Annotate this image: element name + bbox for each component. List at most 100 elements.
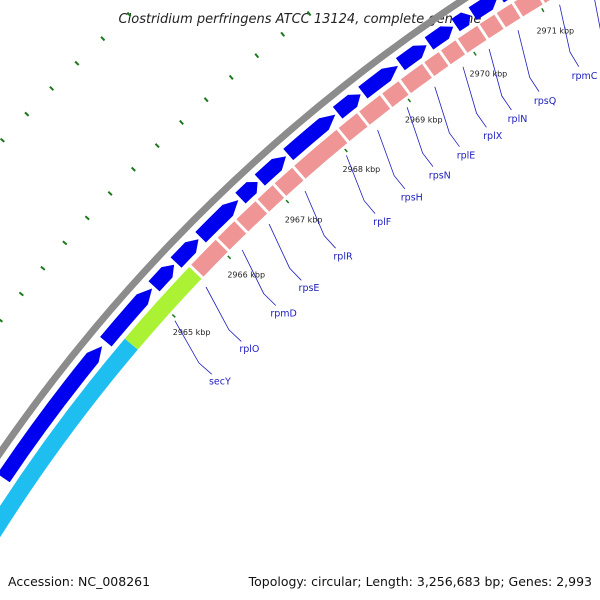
kbp-tick [285, 199, 290, 204]
gene-segment [514, 0, 543, 17]
gc-tick-mark [0, 318, 4, 323]
cds-arrow [283, 114, 336, 161]
gc-tick-mark [254, 53, 260, 59]
cds-arrow [195, 200, 239, 243]
gene-leader-line [559, 4, 580, 67]
forward-cds-track [0, 0, 508, 483]
gc-skew-track [0, 267, 202, 538]
kbp-label: 2968 kbp [343, 165, 381, 174]
gene-labels: secY rplO rpmD rpsE rplR rplF rpsH rpsN rplE rplX… [174, 0, 600, 387]
gc-tick-mark [74, 60, 80, 66]
gc-tick-mark [0, 137, 5, 143]
gc-tick-mark [130, 166, 136, 172]
gc-skew-positive-segment [124, 267, 202, 350]
cds-arrow [451, 12, 471, 32]
gene-label: rplN [508, 114, 528, 125]
cds-arrow [332, 94, 361, 119]
gc-tick-mark [49, 85, 55, 91]
gene-label: rpsQ [534, 96, 556, 107]
cds-arrow [235, 182, 258, 204]
cds-arrow [100, 288, 153, 347]
gc-tick-mark [40, 265, 46, 271]
gc-tick-mark [154, 143, 160, 149]
gc-tick-mark [203, 97, 209, 103]
gc-tick-mark [107, 190, 113, 196]
gene-segment [479, 14, 504, 39]
gc-skew-negative-segment [0, 338, 138, 538]
gene-leader-line [346, 155, 376, 214]
kbp-label: 2970 kbp [470, 70, 508, 79]
kbp-label: 2969 kbp [405, 116, 443, 125]
gene-segment [457, 25, 487, 53]
gene-segment [543, 0, 550, 3]
kbp-labels: 2965 kbp 2966 kbp 2967 kbp 2968 kbp 2969 kbp… [173, 27, 574, 337]
cds-arrow [358, 65, 398, 99]
gene-segment [496, 3, 521, 28]
gc-tick-mark [126, 11, 132, 17]
gene-track [191, 0, 550, 277]
gene-leader-line [205, 286, 242, 342]
genome-backbone [0, 0, 470, 460]
gc-tick-mark [18, 291, 24, 297]
gene-leader-line [488, 48, 512, 111]
cds-arrow [468, 0, 497, 20]
gene-leader-line [241, 249, 277, 306]
gene-segment [274, 167, 304, 196]
accession-text: Accession: NC_008261 [8, 574, 150, 589]
gene-leader-line [434, 86, 460, 147]
gene-leader-line [594, 0, 600, 30]
kbp-tick [407, 98, 412, 103]
kbp-label: 2971 kbp [536, 27, 574, 36]
gene-label: rpsH [401, 193, 423, 204]
gene-leader-line [268, 223, 302, 281]
gene-leader-line [377, 129, 406, 190]
gene-segment [257, 185, 284, 212]
cds-arrow [170, 239, 199, 268]
genome-summary-text: Topology: circular; Length: 3,256,683 bp… [248, 574, 592, 589]
kbp-tick [473, 51, 477, 56]
cds-arrow [395, 45, 427, 71]
gene-segment [400, 63, 432, 94]
gene-label: rpsN [429, 170, 451, 181]
gene-leader-line [406, 107, 434, 167]
gene-label: rplX [483, 131, 503, 142]
kbp-tick [227, 255, 232, 260]
gc-tick-mark [100, 36, 106, 42]
gene-leader-line [304, 190, 336, 249]
gene-segment [382, 81, 409, 107]
kbp-tick [541, 8, 545, 13]
gene-leader-line [517, 30, 540, 92]
gc-content-ticks [0, 10, 312, 323]
gene-segment [424, 52, 449, 76]
backbone-ring [0, 0, 470, 460]
gene-label: rplE [457, 151, 476, 162]
gene-leader-line [174, 320, 212, 375]
gene-label: rplF [373, 217, 391, 228]
gene-segment [338, 113, 368, 142]
gene-label: rpmD [270, 308, 297, 319]
kbp-tick [171, 314, 176, 318]
cds-arrow [254, 156, 286, 186]
kbp-label: 2965 kbp [173, 328, 211, 337]
gc-tick-mark [62, 240, 68, 246]
cds-arrow [148, 264, 175, 292]
gene-leader-line [462, 66, 487, 128]
gc-tick-mark [179, 119, 184, 125]
gc-tick-mark [24, 111, 30, 117]
gene-label: rpsE [299, 283, 320, 294]
gene-label: secY [209, 376, 231, 387]
gene-label: rpmC [572, 71, 598, 82]
gc-tick-mark [280, 31, 286, 37]
gene-segment [236, 201, 268, 232]
kbp-tick [344, 148, 348, 153]
cds-arrow [424, 26, 454, 50]
gc-tick-mark [306, 10, 312, 17]
gc-tick-mark [84, 215, 90, 221]
gene-label: rplR [333, 251, 353, 262]
gene-segment [441, 40, 465, 65]
gene-label: rplO [239, 344, 259, 355]
gene-segment [294, 129, 348, 179]
cds-arrow [0, 346, 103, 483]
map-title: Clostridium perfringens ATCC 13124, comp… [119, 12, 482, 27]
